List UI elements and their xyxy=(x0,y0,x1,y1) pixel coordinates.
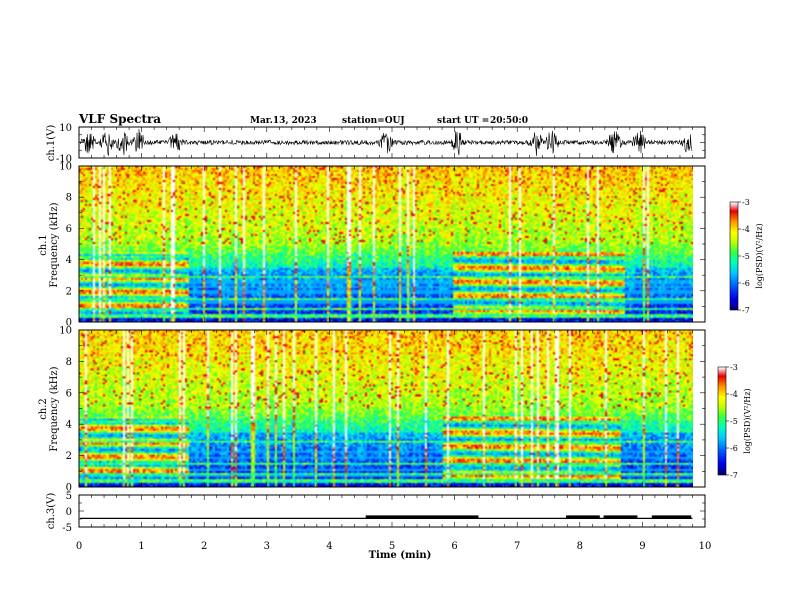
colorbar-ch2-ticks: -3 -4 -5 -6 -7 xyxy=(726,363,738,480)
ch2-spec-ytick-label: 8 xyxy=(66,357,72,368)
time-tick-label: 2 xyxy=(201,541,207,552)
ch2-spectrogram-ylabel: Frequency (kHz) xyxy=(49,366,60,451)
colorbar-ch2-tick-label: -4 xyxy=(730,390,738,399)
ch1-waveform-panel: 10 -10 ch.1(V) xyxy=(46,123,706,165)
colorbar-ch1-label: log(PSD)(V²/Hz) xyxy=(755,223,764,288)
time-axis-label: Time (min) xyxy=(369,550,432,561)
colorbar-ch2-tick-label: -6 xyxy=(730,444,738,453)
colorbar-ch2-tick-label: -3 xyxy=(730,363,738,372)
ch2-spectrogram-ytick-labels: 0 2 4 6 8 10 xyxy=(59,326,72,494)
ch2-spectrogram-channel-label: ch.2 xyxy=(38,398,49,420)
ch3-trace xyxy=(80,515,693,519)
ch1-spec-ytick-label: 4 xyxy=(66,255,72,266)
ch1-y-tick-bottom: -10 xyxy=(56,154,72,165)
ch3-pulse xyxy=(603,515,638,519)
ch1-spectrogram-ticks xyxy=(78,165,706,323)
colorbar-ch2-label: log(PSD)(V²/Hz) xyxy=(743,388,752,453)
ch2-spec-ytick-label: 4 xyxy=(66,420,72,431)
ch2-spectrogram-ticks xyxy=(78,329,706,488)
ch1-waveform-ylabel: ch.1(V) xyxy=(46,125,57,162)
ch3-ylabel: ch.3(V) xyxy=(46,493,57,530)
time-tick-label: 4 xyxy=(326,541,332,552)
ch2-spec-ytick-label: 10 xyxy=(59,326,72,337)
header-station: station=OUJ xyxy=(342,116,405,126)
colorbar-ch2: -3 -4 -5 -6 -7 log(PSD)(V²/Hz) xyxy=(717,363,752,480)
ch1-y-tick-top: 10 xyxy=(59,123,72,134)
ch1-spectrogram-channel-label: ch.1 xyxy=(38,234,49,256)
colorbar-ch1-tick-label: -7 xyxy=(742,306,750,315)
ch1-spec-ytick-label: 2 xyxy=(66,286,72,297)
time-tick-label: 3 xyxy=(264,541,270,552)
figure-title: VLF Spectra xyxy=(78,112,161,126)
time-tick-label: 10 xyxy=(699,541,712,552)
ch3-y-tick-top: 5 xyxy=(66,491,72,502)
colorbar-ch1-tick-label: -5 xyxy=(742,252,750,261)
ch1-spectrogram-image xyxy=(79,166,693,322)
ch1-spec-ytick-label: 0 xyxy=(66,318,72,329)
time-tick-label: 7 xyxy=(514,541,520,552)
colorbar-ch2-tick-label: -5 xyxy=(730,417,738,426)
ch3-y-tick-mid: 0 xyxy=(66,507,72,518)
time-tick-label: 1 xyxy=(138,541,144,552)
colorbar-ch1-gradient xyxy=(730,202,738,310)
time-tick-label: 5 xyxy=(389,541,395,552)
ch1-waveform-trace xyxy=(79,128,693,157)
time-tick-label: 6 xyxy=(451,541,457,552)
colorbar-ch1-ticks: -3 -4 -5 -6 -7 xyxy=(738,198,750,315)
colorbar-ch1: -3 -4 -5 -6 -7 log(PSD)(V²/Hz) xyxy=(729,198,764,315)
time-tick-label: 9 xyxy=(639,541,645,552)
ch1-spec-ytick-label: 6 xyxy=(66,224,72,235)
time-tick-label: 0 xyxy=(76,541,82,552)
ch2-spec-ytick-label: 2 xyxy=(66,451,72,462)
ch1-spec-ytick-label: 10 xyxy=(59,162,72,173)
ch2-spectrogram-panel: 0 2 4 6 8 10 ch.2 Frequency (kHz) xyxy=(38,326,706,494)
ch3-pulse xyxy=(651,515,692,519)
ch2-spectrogram-image xyxy=(79,330,693,487)
header-date: Mar.13, 2023 xyxy=(250,116,317,126)
colorbar-ch1-tick-label: -4 xyxy=(742,225,750,234)
ch3-panel: 5 0 -5 ch.3(V) 0 1 2 3 4 5 6 7 8 9 10 Time (min) xyxy=(46,491,711,561)
ch3-ticks xyxy=(78,494,706,528)
colorbar-ch1-tick-label: -3 xyxy=(742,198,750,207)
colorbar-ch1-tick-label: -6 xyxy=(742,279,750,288)
colorbar-ch2-gradient xyxy=(718,367,726,475)
ch1-spec-ytick-label: 8 xyxy=(66,193,72,204)
header-start-time: 20:50:0 xyxy=(490,116,528,126)
time-axis-tick-labels: 0 1 2 3 4 5 6 7 8 9 10 xyxy=(76,541,712,552)
ch1-spectrogram-ytick-labels: 0 2 4 6 8 10 xyxy=(59,162,72,329)
ch3-pulse xyxy=(365,515,479,519)
ch1-spectrogram-ylabel: Frequency (kHz) xyxy=(49,202,60,287)
header-start-ut: start UT = xyxy=(437,116,489,126)
time-tick-label: 8 xyxy=(577,541,583,552)
ch3-pulse xyxy=(566,515,600,519)
ch2-spec-ytick-label: 0 xyxy=(66,483,72,494)
ch1-waveform-ticks xyxy=(78,126,706,159)
ch2-spec-ytick-label: 6 xyxy=(66,388,72,399)
ch1-spectrogram-panel: 0 2 4 6 8 10 ch.1 Frequency (kHz) xyxy=(38,162,706,329)
colorbar-ch2-tick-label: -7 xyxy=(730,471,738,480)
ch3-y-tick-bottom: -5 xyxy=(62,523,72,534)
